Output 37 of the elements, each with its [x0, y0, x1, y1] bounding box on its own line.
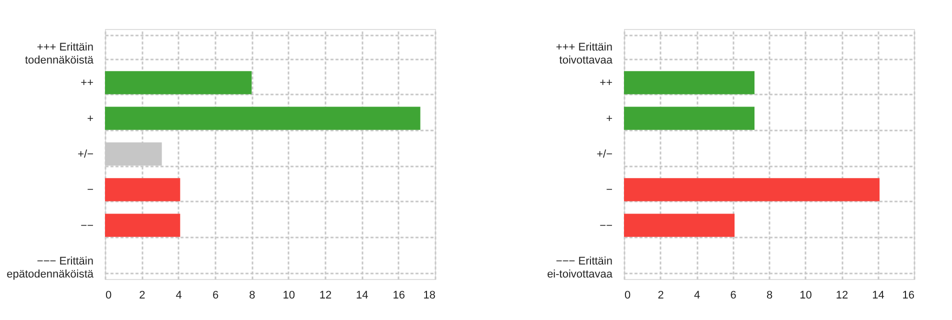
- x-tick-label: 10: [282, 290, 295, 302]
- bar: [105, 178, 180, 202]
- x-tick-label: 18: [423, 290, 436, 302]
- x-tick-label: 12: [836, 290, 848, 302]
- x-tick-label: 16: [392, 290, 405, 302]
- x-tick-label: 4: [176, 290, 182, 302]
- x-tick-label: 6: [730, 290, 736, 302]
- y-tick-label: +: [606, 112, 612, 125]
- x-tick-label: 6: [212, 290, 219, 302]
- y-tick-label: +++ Erittäin toivottavaa: [556, 42, 614, 67]
- x-tick-label: 2: [658, 290, 664, 302]
- y-tick-label: +/−: [596, 148, 612, 160]
- x-tick-label: 16: [902, 290, 914, 302]
- y-tick-label: ++: [80, 77, 94, 90]
- bar: [105, 71, 252, 94]
- y-tick-label: +++ Erittäin todennäköistä: [25, 42, 94, 67]
- x-tick-label: 0: [106, 290, 112, 302]
- x-tick-label: 4: [694, 290, 700, 302]
- x-tick-label: 10: [800, 290, 812, 302]
- x-tick-label: 0: [624, 290, 631, 302]
- y-tick-label: ++: [600, 77, 612, 90]
- y-tick-label: +/−: [78, 148, 94, 160]
- y-tick-label: −−− Erittäin ei-toivottavaa: [547, 255, 614, 280]
- y-tick-label: −: [606, 184, 612, 196]
- x-tick-label: 14: [872, 290, 884, 302]
- x-tick-label: 8: [249, 290, 256, 302]
- bar: [105, 106, 420, 130]
- y-tick-label: −−: [80, 220, 94, 232]
- bar: [105, 214, 180, 237]
- y-tick-label: −−: [600, 220, 612, 232]
- x-tick-label: 12: [319, 290, 332, 302]
- x-tick-label: 2: [139, 290, 146, 302]
- x-tick-label: 8: [766, 290, 773, 302]
- y-tick-label: −−− Erittäin epätodennäköistä: [6, 255, 94, 280]
- x-tick-label: 14: [356, 290, 368, 302]
- y-tick-label: −: [87, 184, 94, 196]
- y-tick-label: +: [87, 112, 94, 125]
